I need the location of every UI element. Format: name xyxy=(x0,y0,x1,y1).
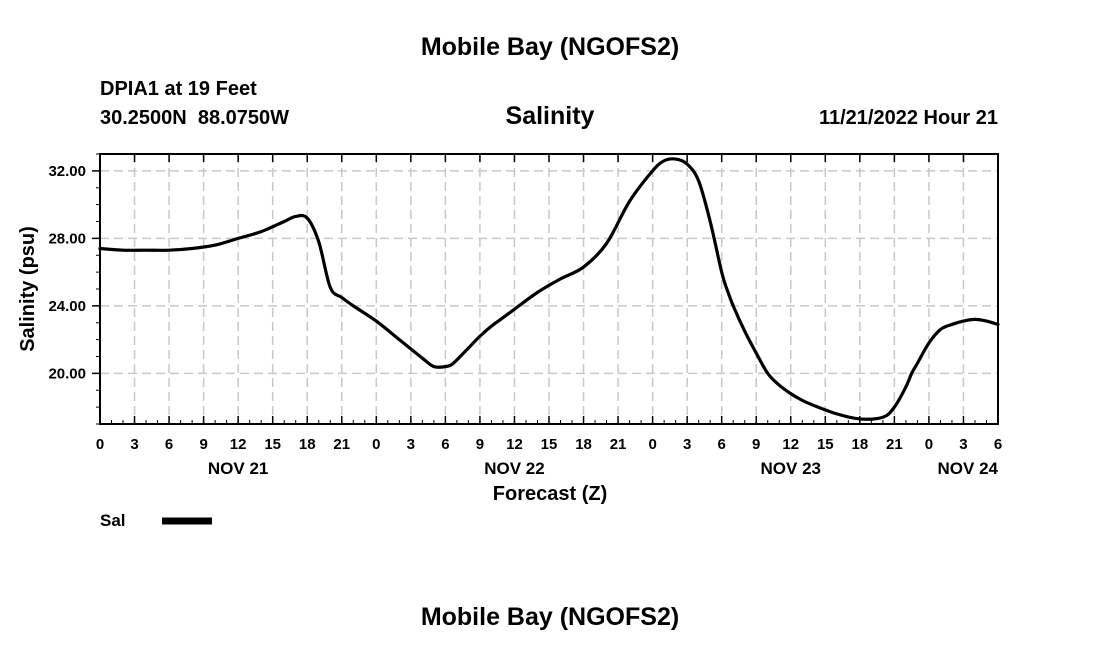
y-tick-label: 32.00 xyxy=(48,163,86,180)
x-tick-label: 3 xyxy=(959,436,967,453)
legend-label: Sal xyxy=(100,511,126,530)
datetime-label: 11/21/2022 Hour 21 xyxy=(819,107,998,129)
y-axis-label: Salinity (psu) xyxy=(17,226,39,352)
x-tick-label: 18 xyxy=(299,436,316,453)
x-tick-label: 18 xyxy=(575,436,592,453)
x-tick-label: 18 xyxy=(852,436,869,453)
grid xyxy=(100,154,998,424)
x-tick-label: 12 xyxy=(782,436,799,453)
x-tick-label: 12 xyxy=(506,436,523,453)
date-label: NOV 21 xyxy=(208,459,268,478)
y-tick-label: 28.00 xyxy=(48,230,86,247)
x-tick-label: 21 xyxy=(333,436,350,453)
x-tick-label: 9 xyxy=(752,436,760,453)
x-tick-label: 21 xyxy=(886,436,903,453)
y-tick-label: 20.00 xyxy=(48,365,86,382)
x-tick-label: 6 xyxy=(441,436,449,453)
x-tick-label: 3 xyxy=(407,436,415,453)
station-label: DPIA1 at 19 Feet xyxy=(100,78,257,100)
x-tick-label: 15 xyxy=(817,436,834,453)
x-tick-label: 21 xyxy=(610,436,627,453)
x-tick-label: 6 xyxy=(718,436,726,453)
date-label: NOV 24 xyxy=(938,459,999,478)
x-tick-label: 0 xyxy=(372,436,380,453)
series-layer xyxy=(98,157,1000,421)
x-tick-label: 0 xyxy=(648,436,656,453)
legend: Sal xyxy=(100,511,212,530)
salinity-series-line xyxy=(98,157,1000,421)
y-tick-label: 24.00 xyxy=(48,298,86,315)
variable-title: Salinity xyxy=(506,102,595,130)
date-label: NOV 23 xyxy=(761,459,821,478)
chart-title: Mobile Bay (NGOFS2) xyxy=(421,33,679,61)
x-tick-label: 9 xyxy=(199,436,207,453)
x-tick-label: 6 xyxy=(165,436,173,453)
tick-labels: 0 3 6 9 12 15 18 21 0 3 6 9 12 15 18 21 0 3 6 9 12 15 18 21 0 3 6 2… xyxy=(48,163,1002,478)
axis-ticks xyxy=(92,153,999,425)
x-tick-label: 6 xyxy=(994,436,1002,453)
date-label: NOV 22 xyxy=(484,459,544,478)
x-axis-label: Forecast (Z) xyxy=(493,483,607,505)
x-tick-label: 0 xyxy=(96,436,104,453)
x-tick-label: 15 xyxy=(541,436,558,453)
x-tick-label: 12 xyxy=(230,436,247,453)
coordinates-label: 30.2500N 88.0750W xyxy=(100,107,289,129)
x-tick-label: 3 xyxy=(683,436,691,453)
x-tick-label: 0 xyxy=(925,436,933,453)
footer-title: Mobile Bay (NGOFS2) xyxy=(421,603,679,631)
x-tick-label: 15 xyxy=(264,436,281,453)
x-tick-label: 9 xyxy=(476,436,484,453)
x-tick-label: 3 xyxy=(130,436,138,453)
